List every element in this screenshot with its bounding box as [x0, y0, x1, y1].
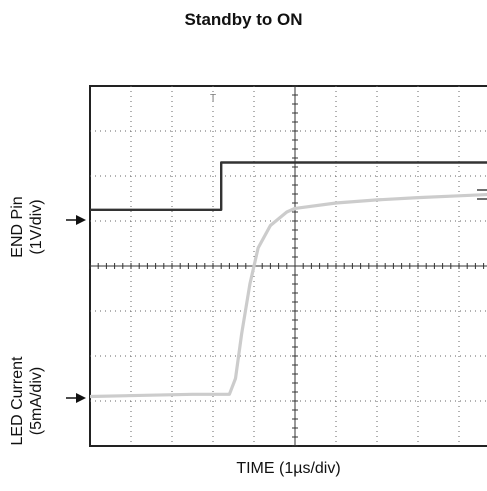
- traces: [89, 161, 487, 399]
- end-pin-trace: [90, 161, 487, 212]
- chart-title: Standby to ON: [184, 10, 303, 29]
- x-axis-label: TIME (1µs/div): [236, 460, 341, 477]
- channel-1-ground-marker: [76, 215, 86, 225]
- grid: [89, 85, 487, 447]
- channel-markers: [66, 189, 487, 403]
- trigger-marker: T: [210, 93, 216, 104]
- right-edge-markers: [477, 189, 487, 200]
- led-current-trace: [89, 192, 487, 399]
- channel-2-ground-marker: [76, 393, 86, 403]
